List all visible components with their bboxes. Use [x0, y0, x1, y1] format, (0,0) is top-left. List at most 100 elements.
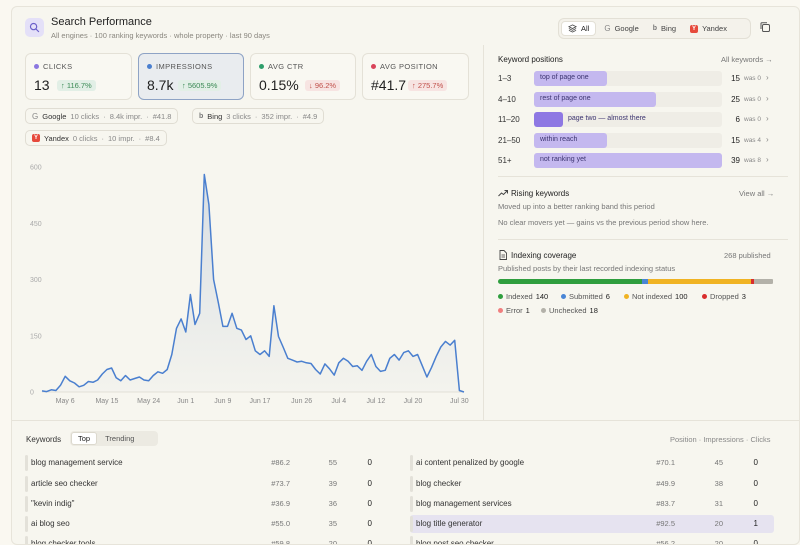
chip-pos: #4.9	[302, 111, 318, 121]
chip-sep: ·	[254, 111, 258, 121]
divider	[498, 176, 788, 177]
legend-dot	[498, 308, 503, 313]
keywords-legend: Position · Impressions · Clicks	[670, 435, 771, 444]
x-tick-label: May 24	[137, 398, 160, 405]
band-row[interactable]: 11–20 page two — almost there 6 was 0 ›	[498, 112, 788, 128]
band-range: 51+	[498, 156, 512, 165]
metric-card-impressions[interactable]: IMPRESSIONS 8.7k ↑ 5605.9%	[138, 53, 244, 100]
keyword-row[interactable]: article seo checker #73.7 39 0	[25, 475, 395, 493]
metric-dot	[371, 64, 376, 69]
band-row[interactable]: 1–3 top of page one 15 was 0 ›	[498, 71, 788, 87]
keyword-text: article seo checker	[31, 479, 98, 488]
chip-impr: 352 impr.	[261, 111, 293, 121]
tab-trending[interactable]: Trending	[105, 434, 135, 443]
page-title: Search Performance	[51, 16, 152, 28]
band-row[interactable]: 4–10 rest of page one 25 was 0 ›	[498, 92, 788, 108]
indexing-segment	[642, 279, 649, 284]
x-tick-label: May 15	[95, 398, 118, 405]
band-row[interactable]: 21–50 within reach 15 was 4 ›	[498, 133, 788, 149]
keyword-position: #36.9	[271, 499, 290, 508]
metric-card-ctr[interactable]: AVG CTR 0.15% ↓ 96.2%	[250, 53, 356, 100]
view-all-link[interactable]: View all →	[739, 189, 775, 198]
source-bing-label: Bing	[661, 24, 677, 33]
y-tick-label: 150	[30, 333, 42, 340]
x-tick-label: Jul 12	[367, 398, 386, 405]
band-count: 6	[735, 115, 740, 124]
keyword-row[interactable]: ai content penalized by google #70.1 45 0	[410, 454, 774, 472]
layers-icon	[568, 24, 577, 33]
keyword-row[interactable]: ai blog seo #55.0 35 0	[25, 515, 395, 533]
chip-clicks: 3 clicks	[226, 111, 251, 121]
trending-up-icon	[498, 190, 508, 197]
legend-indexed[interactable]: Indexed 140	[498, 292, 548, 301]
legend-unchecked[interactable]: Unchecked 18	[541, 306, 598, 315]
impressions-area	[42, 174, 464, 392]
keyword-row[interactable]: blog checker tools #59.8 20 0	[25, 535, 395, 545]
keyword-row[interactable]: blog checker #49.9 38 0	[410, 475, 774, 493]
band-track: within reach	[534, 133, 722, 148]
band-count: 25	[731, 95, 740, 104]
engine-chip-bing[interactable]: b Bing 3 clicks · 352 impr. · #4.9	[192, 108, 325, 124]
google-logo-icon: G	[32, 111, 39, 121]
keyword-clicks: 0	[753, 458, 758, 467]
rising-subtitle: Moved up into a better ranking band this…	[498, 202, 655, 211]
engine-chip-yandex[interactable]: Y Yandex 0 clicks · 10 impr. · #8.4	[25, 130, 167, 146]
keyword-text: blog management services	[416, 499, 512, 508]
band-row[interactable]: 51+ not ranking yet 39 was 8 ›	[498, 153, 788, 169]
keyword-clicks: 0	[367, 539, 372, 545]
band-track: rest of page one	[534, 92, 722, 107]
x-tick-label: May 6	[56, 398, 75, 405]
column-divider	[483, 45, 484, 420]
keyword-position: #86.2	[271, 458, 290, 467]
indexing-segment	[754, 279, 773, 284]
legend-label: Submitted	[569, 292, 603, 301]
all-keywords-link[interactable]: All keywords →	[721, 55, 773, 64]
band-label: within reach	[540, 136, 578, 143]
legend-error[interactable]: Error 1	[498, 306, 530, 315]
keyword-text: blog management service	[31, 458, 123, 467]
keyword-row[interactable]: blog management services #83.7 31 0	[410, 495, 774, 513]
google-logo-icon: G	[604, 24, 611, 33]
source-all-button[interactable]: All	[561, 21, 597, 36]
keyword-row[interactable]: "kevin indig" #36.9 36 0	[25, 495, 395, 513]
band-range: 1–3	[498, 74, 512, 83]
chip-clicks: 10 clicks	[70, 111, 100, 121]
metric-dot	[147, 64, 152, 69]
chip-sep: ·	[101, 133, 104, 143]
engine-chip-google[interactable]: G Google 10 clicks · 8.4k impr. · #41.8	[25, 108, 179, 124]
legend-submitted[interactable]: Submitted 6	[561, 292, 610, 301]
copy-icon[interactable]	[759, 21, 773, 35]
keyword-impressions: 20	[328, 539, 337, 545]
keyword-row[interactable]: blog management service #86.2 55 0	[25, 454, 395, 472]
keyword-row-marker	[25, 455, 28, 471]
keyword-position: #73.7	[271, 479, 290, 488]
chip-engine: Bing	[207, 111, 223, 121]
x-tick-label: Jul 4	[331, 398, 346, 405]
chevron-right-icon: ›	[766, 73, 769, 82]
keyword-position: #59.8	[271, 539, 290, 545]
keyword-clicks: 0	[753, 539, 758, 545]
divider	[498, 239, 788, 240]
band-was: was 0	[744, 75, 761, 82]
keyword-row[interactable]: blog title generator #92.5 20 1	[410, 515, 774, 533]
source-google-button[interactable]: G Google	[598, 21, 644, 36]
source-bing-button[interactable]: b Bing	[647, 21, 682, 36]
legend-dropped[interactable]: Dropped 3	[702, 292, 746, 301]
metric-card-position[interactable]: AVG POSITION #41.7 ↑ 275.7%	[362, 53, 469, 100]
rising-empty-text: No clear movers yet — gains vs the previ…	[498, 218, 709, 227]
keyword-impressions: 38	[714, 479, 723, 488]
band-label: not ranking yet	[540, 156, 586, 163]
legend-not-indexed[interactable]: Not indexed 100	[624, 292, 688, 301]
chip-engine: Yandex	[44, 133, 69, 143]
source-yandex-button[interactable]: Y Yandex	[684, 21, 733, 36]
keyword-row[interactable]: blog post seo checker #56.2 20 0	[410, 535, 774, 545]
band-was: was 8	[744, 157, 761, 164]
metric-value: 8.7k	[147, 77, 174, 93]
tab-top[interactable]: Top	[71, 432, 98, 445]
chevron-right-icon: ›	[766, 155, 769, 164]
keyword-impressions: 35	[328, 519, 337, 528]
metric-label-text: AVG POSITION	[380, 62, 439, 71]
metric-card-clicks[interactable]: CLICKS 13 ↑ 116.7%	[25, 53, 132, 100]
legend-label: Unchecked	[549, 306, 587, 315]
legend-label: Indexed	[506, 292, 533, 301]
